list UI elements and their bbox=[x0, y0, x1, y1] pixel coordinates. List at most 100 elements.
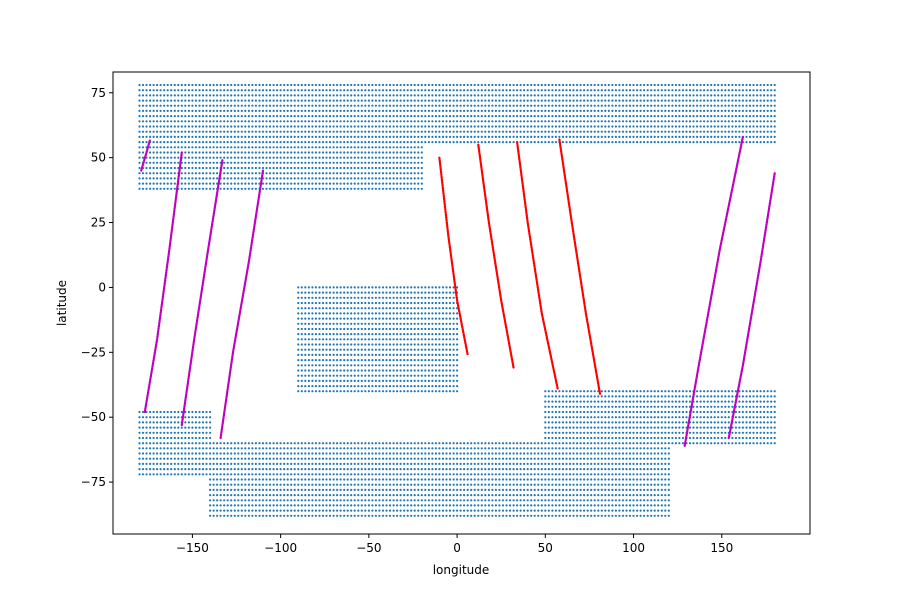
grid-point bbox=[332, 504, 335, 507]
grid-point bbox=[297, 104, 300, 107]
grid-point bbox=[350, 146, 353, 149]
grid-point bbox=[247, 141, 250, 144]
grid-point bbox=[367, 509, 370, 512]
grid-point bbox=[597, 125, 600, 128]
grid-point bbox=[643, 125, 646, 128]
grid-point bbox=[399, 83, 402, 87]
grid-point bbox=[314, 468, 317, 471]
grid-point bbox=[286, 504, 289, 507]
grid-point bbox=[420, 473, 423, 476]
grid-point bbox=[339, 89, 342, 92]
grid-point bbox=[258, 457, 261, 460]
grid-point bbox=[173, 177, 176, 180]
grid-point bbox=[357, 99, 360, 102]
grid-point bbox=[604, 125, 607, 128]
grid-point bbox=[568, 447, 572, 450]
grid-point bbox=[180, 436, 183, 440]
grid-point bbox=[163, 416, 166, 419]
grid-point bbox=[459, 468, 462, 471]
grid-point bbox=[544, 141, 547, 144]
grid-point bbox=[568, 130, 572, 133]
grid-point bbox=[325, 504, 328, 507]
grid-point bbox=[427, 135, 430, 138]
grid-point bbox=[201, 89, 205, 92]
grid-point bbox=[367, 447, 370, 450]
grid-point bbox=[163, 146, 166, 149]
grid-point bbox=[184, 166, 187, 170]
grid-point bbox=[353, 89, 356, 92]
grid-point bbox=[350, 483, 353, 486]
grid-point bbox=[734, 120, 738, 123]
grid-point bbox=[628, 457, 632, 460]
grid-point bbox=[339, 468, 342, 471]
grid-point bbox=[660, 125, 663, 128]
grid-point bbox=[258, 125, 261, 128]
grid-point bbox=[268, 187, 272, 190]
grid-point bbox=[600, 120, 603, 123]
grid-point bbox=[459, 125, 462, 128]
grid-point bbox=[491, 478, 494, 481]
grid-point bbox=[374, 457, 377, 460]
grid-point bbox=[396, 504, 399, 507]
grid-point bbox=[417, 83, 420, 87]
grid-point bbox=[336, 161, 339, 164]
grid-point bbox=[240, 89, 243, 92]
grid-point bbox=[653, 109, 656, 112]
grid-point bbox=[597, 483, 600, 486]
grid-point bbox=[219, 182, 222, 185]
grid-point bbox=[261, 483, 265, 486]
grid-point bbox=[145, 416, 148, 419]
grid-point bbox=[463, 468, 466, 471]
grid-point bbox=[558, 457, 561, 460]
grid-point bbox=[745, 83, 748, 87]
grid-point bbox=[526, 141, 529, 144]
grid-point bbox=[590, 89, 593, 92]
grid-point bbox=[406, 83, 409, 87]
grid-point bbox=[551, 504, 554, 507]
grid-point bbox=[357, 120, 360, 123]
grid-point bbox=[526, 109, 529, 112]
grid-point bbox=[216, 494, 219, 497]
grid-point bbox=[304, 499, 307, 502]
grid-point bbox=[321, 151, 325, 154]
grid-point bbox=[477, 504, 480, 507]
grid-point bbox=[561, 447, 565, 450]
grid-point bbox=[170, 426, 173, 429]
grid-point bbox=[357, 187, 360, 190]
grid-point bbox=[364, 499, 367, 502]
grid-point bbox=[565, 488, 568, 491]
grid-point bbox=[657, 504, 660, 507]
grid-point bbox=[441, 83, 445, 87]
grid-point bbox=[314, 156, 317, 159]
grid-point bbox=[406, 89, 409, 92]
grid-point bbox=[357, 452, 360, 455]
grid-point bbox=[240, 187, 243, 190]
grid-point bbox=[551, 115, 554, 118]
grid-point bbox=[501, 499, 505, 502]
grid-point bbox=[385, 177, 388, 180]
grid-point bbox=[194, 99, 197, 102]
grid-point bbox=[276, 452, 279, 455]
grid-point bbox=[410, 483, 413, 486]
grid-point bbox=[184, 462, 187, 465]
grid-point bbox=[593, 483, 596, 486]
grid-point bbox=[385, 468, 388, 471]
grid-point bbox=[374, 462, 377, 465]
grid-point bbox=[766, 135, 769, 138]
grid-point bbox=[268, 109, 272, 112]
grid-point bbox=[417, 452, 420, 455]
grid-point bbox=[516, 462, 519, 465]
grid-point bbox=[600, 447, 603, 450]
grid-point bbox=[579, 83, 582, 87]
grid-point bbox=[311, 83, 314, 87]
grid-point bbox=[261, 135, 265, 138]
grid-point bbox=[583, 483, 586, 486]
grid-point bbox=[388, 109, 392, 112]
grid-point bbox=[512, 509, 515, 512]
grid-point bbox=[759, 135, 762, 138]
grid-point bbox=[614, 499, 618, 502]
grid-point bbox=[357, 161, 360, 164]
grid-point bbox=[431, 473, 434, 476]
grid-point bbox=[696, 94, 699, 97]
grid-point bbox=[459, 509, 462, 512]
